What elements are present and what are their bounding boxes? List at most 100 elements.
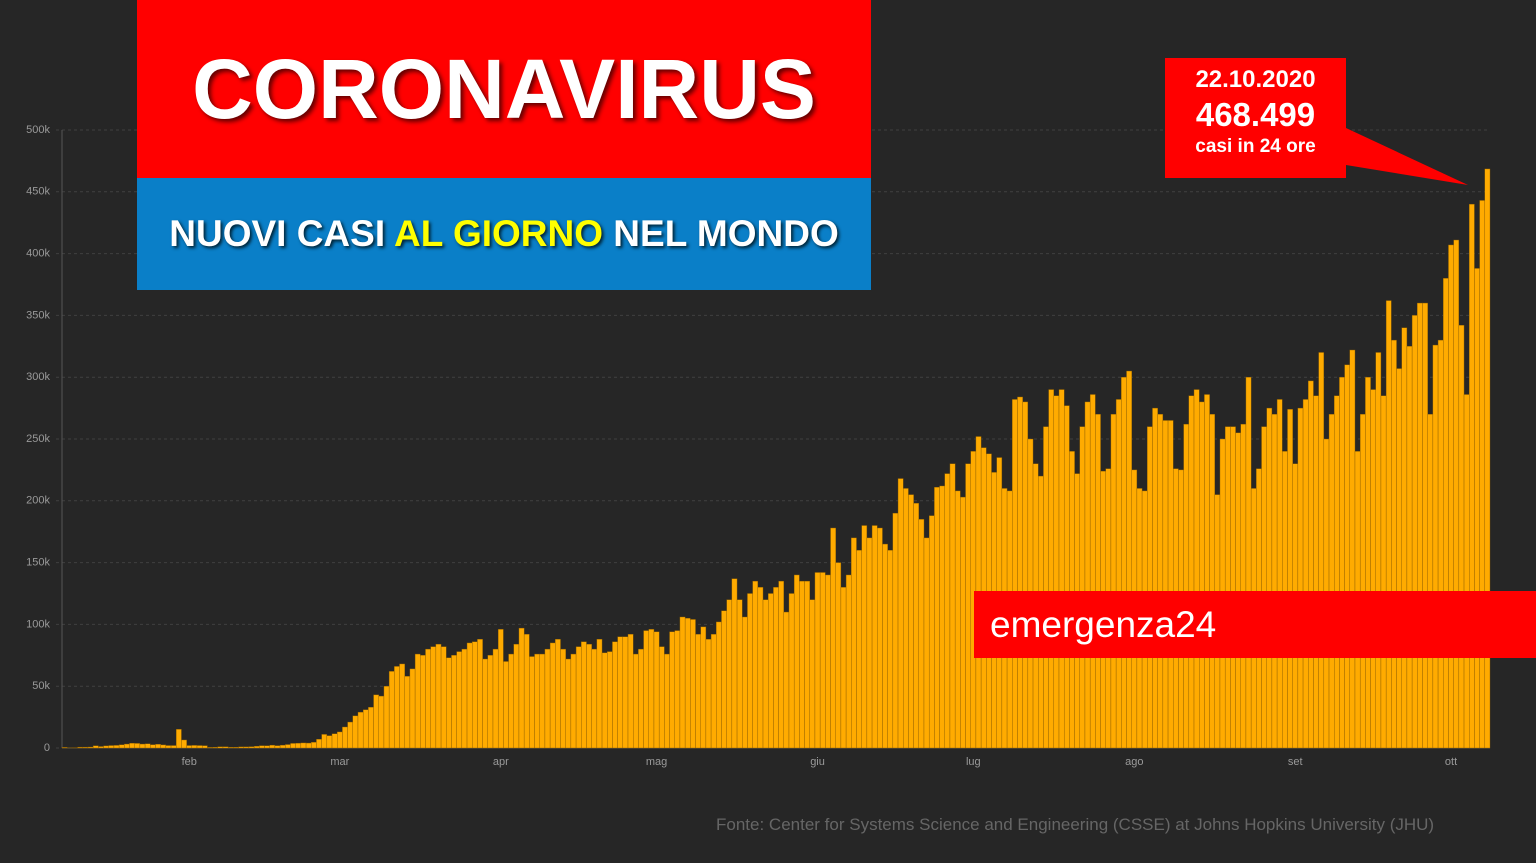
bar (658, 646, 665, 749)
bar (830, 527, 836, 749)
subtitle-part: NEL MONDO (603, 213, 839, 254)
bar (1183, 423, 1190, 749)
y-tick-label: 450k (26, 186, 50, 198)
bar (549, 642, 556, 749)
x-tick-label: giu (810, 756, 825, 768)
bar (103, 745, 109, 749)
x-tick-label: lug (966, 756, 981, 768)
bar (264, 745, 270, 749)
bar (155, 744, 161, 749)
bar (181, 739, 187, 749)
bar (560, 648, 566, 749)
bar (321, 734, 328, 749)
bar (1365, 377, 1371, 749)
bar (534, 653, 540, 749)
bar (690, 619, 696, 749)
bar (757, 587, 764, 749)
bar (472, 641, 478, 749)
bar (1458, 325, 1465, 749)
bar (409, 668, 416, 749)
bar (492, 648, 499, 749)
bar (1453, 239, 1460, 749)
bar (513, 643, 520, 749)
bar (934, 487, 940, 749)
subtitle-part: NUOVI CASI (169, 213, 395, 254)
bar (913, 503, 920, 749)
bar (1406, 346, 1413, 749)
title-box: CORONAVIRUS (137, 0, 871, 178)
subtitle-highlight: AL GIORNO (394, 213, 604, 254)
bar (856, 550, 862, 749)
bar (1484, 168, 1491, 749)
bar (243, 746, 250, 749)
bar (871, 525, 878, 749)
bar (503, 661, 509, 749)
bar (1380, 395, 1387, 749)
bar (1162, 420, 1169, 749)
bar (1349, 349, 1356, 749)
bar (92, 745, 99, 749)
bar (347, 721, 353, 749)
bar (882, 543, 888, 749)
bar (1469, 203, 1475, 749)
bar (773, 587, 779, 749)
bar (653, 631, 660, 749)
bar (362, 709, 369, 749)
x-tick-label: ott (1445, 756, 1457, 768)
brand-box: emergenza24 (974, 591, 1536, 658)
bar (212, 747, 218, 749)
bar (207, 747, 213, 749)
bar (435, 643, 442, 749)
bar (274, 745, 281, 749)
bar (1240, 423, 1247, 749)
bar (1188, 395, 1195, 749)
bar (887, 550, 894, 749)
bar (160, 744, 167, 749)
bar (1422, 302, 1428, 749)
bar (799, 580, 805, 749)
bar (227, 747, 234, 749)
bar (202, 745, 208, 749)
bar (1199, 401, 1205, 749)
bar (134, 743, 141, 749)
bar (518, 627, 525, 749)
bar (825, 574, 831, 749)
bar (357, 711, 364, 749)
bar (248, 746, 255, 749)
bar (861, 525, 868, 749)
y-tick-label: 0 (44, 742, 50, 754)
bar (544, 648, 551, 749)
bar (305, 742, 312, 749)
bar (420, 655, 426, 749)
bar (695, 634, 701, 749)
bar (425, 648, 431, 749)
bar (954, 490, 961, 749)
y-tick-label: 150k (26, 557, 50, 569)
bar (1115, 399, 1122, 749)
bar (1167, 420, 1174, 749)
bar (1448, 244, 1454, 749)
bar (388, 671, 395, 749)
bar (326, 735, 333, 749)
bar (783, 611, 790, 749)
bar (1479, 200, 1486, 749)
bar (555, 639, 561, 749)
bar (414, 653, 421, 749)
bar (1287, 409, 1293, 749)
bar (368, 707, 374, 749)
bar (1417, 302, 1423, 749)
bar (1411, 315, 1418, 749)
bar (752, 580, 759, 749)
bar (1427, 414, 1434, 749)
bar (835, 562, 842, 749)
bar (108, 745, 115, 749)
bar (1276, 399, 1283, 749)
annotation-box: 22.10.2020 468.499 casi in 24 ore (1165, 58, 1346, 178)
bar (1110, 414, 1117, 749)
bar (903, 488, 909, 749)
bar (809, 599, 816, 749)
bar (1022, 401, 1029, 749)
bar (61, 747, 68, 749)
bar (949, 463, 956, 749)
